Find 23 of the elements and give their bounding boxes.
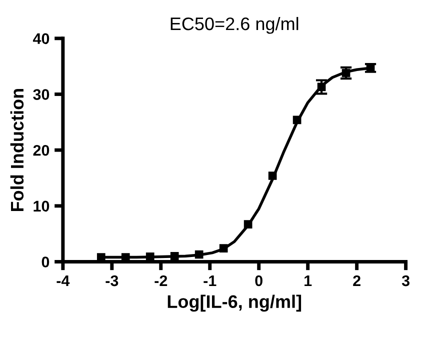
x-tick-label: -3 bbox=[106, 275, 118, 286]
y-tick-label: 40 bbox=[32, 33, 50, 44]
x-tick-label: 2 bbox=[353, 275, 360, 286]
x-tick-label: -4 bbox=[56, 276, 70, 286]
y-tick-label: 0 bbox=[42, 256, 50, 268]
x-tick-label: 1 bbox=[304, 276, 312, 286]
y-tick-label: 20 bbox=[33, 144, 50, 156]
x-tick-label: 0 bbox=[255, 275, 262, 286]
point bbox=[170, 252, 179, 260]
chart-title: EC50=2.6 ng/ml bbox=[170, 16, 298, 34]
y-axis-title: Fold Induction bbox=[10, 89, 24, 212]
y-tick-label: 10 bbox=[34, 200, 50, 212]
point bbox=[268, 172, 277, 180]
x-tick-label: -1 bbox=[204, 276, 216, 286]
x-tick-label: -2 bbox=[154, 275, 168, 286]
point bbox=[194, 250, 204, 259]
point bbox=[244, 220, 252, 229]
point bbox=[292, 116, 302, 124]
point bbox=[146, 252, 154, 261]
y-tick-label: 30 bbox=[33, 89, 50, 100]
point bbox=[219, 244, 228, 253]
x-axis-title: Log[IL-6, ng/ml] bbox=[168, 294, 302, 312]
x-tick-label: 3 bbox=[402, 275, 410, 286]
